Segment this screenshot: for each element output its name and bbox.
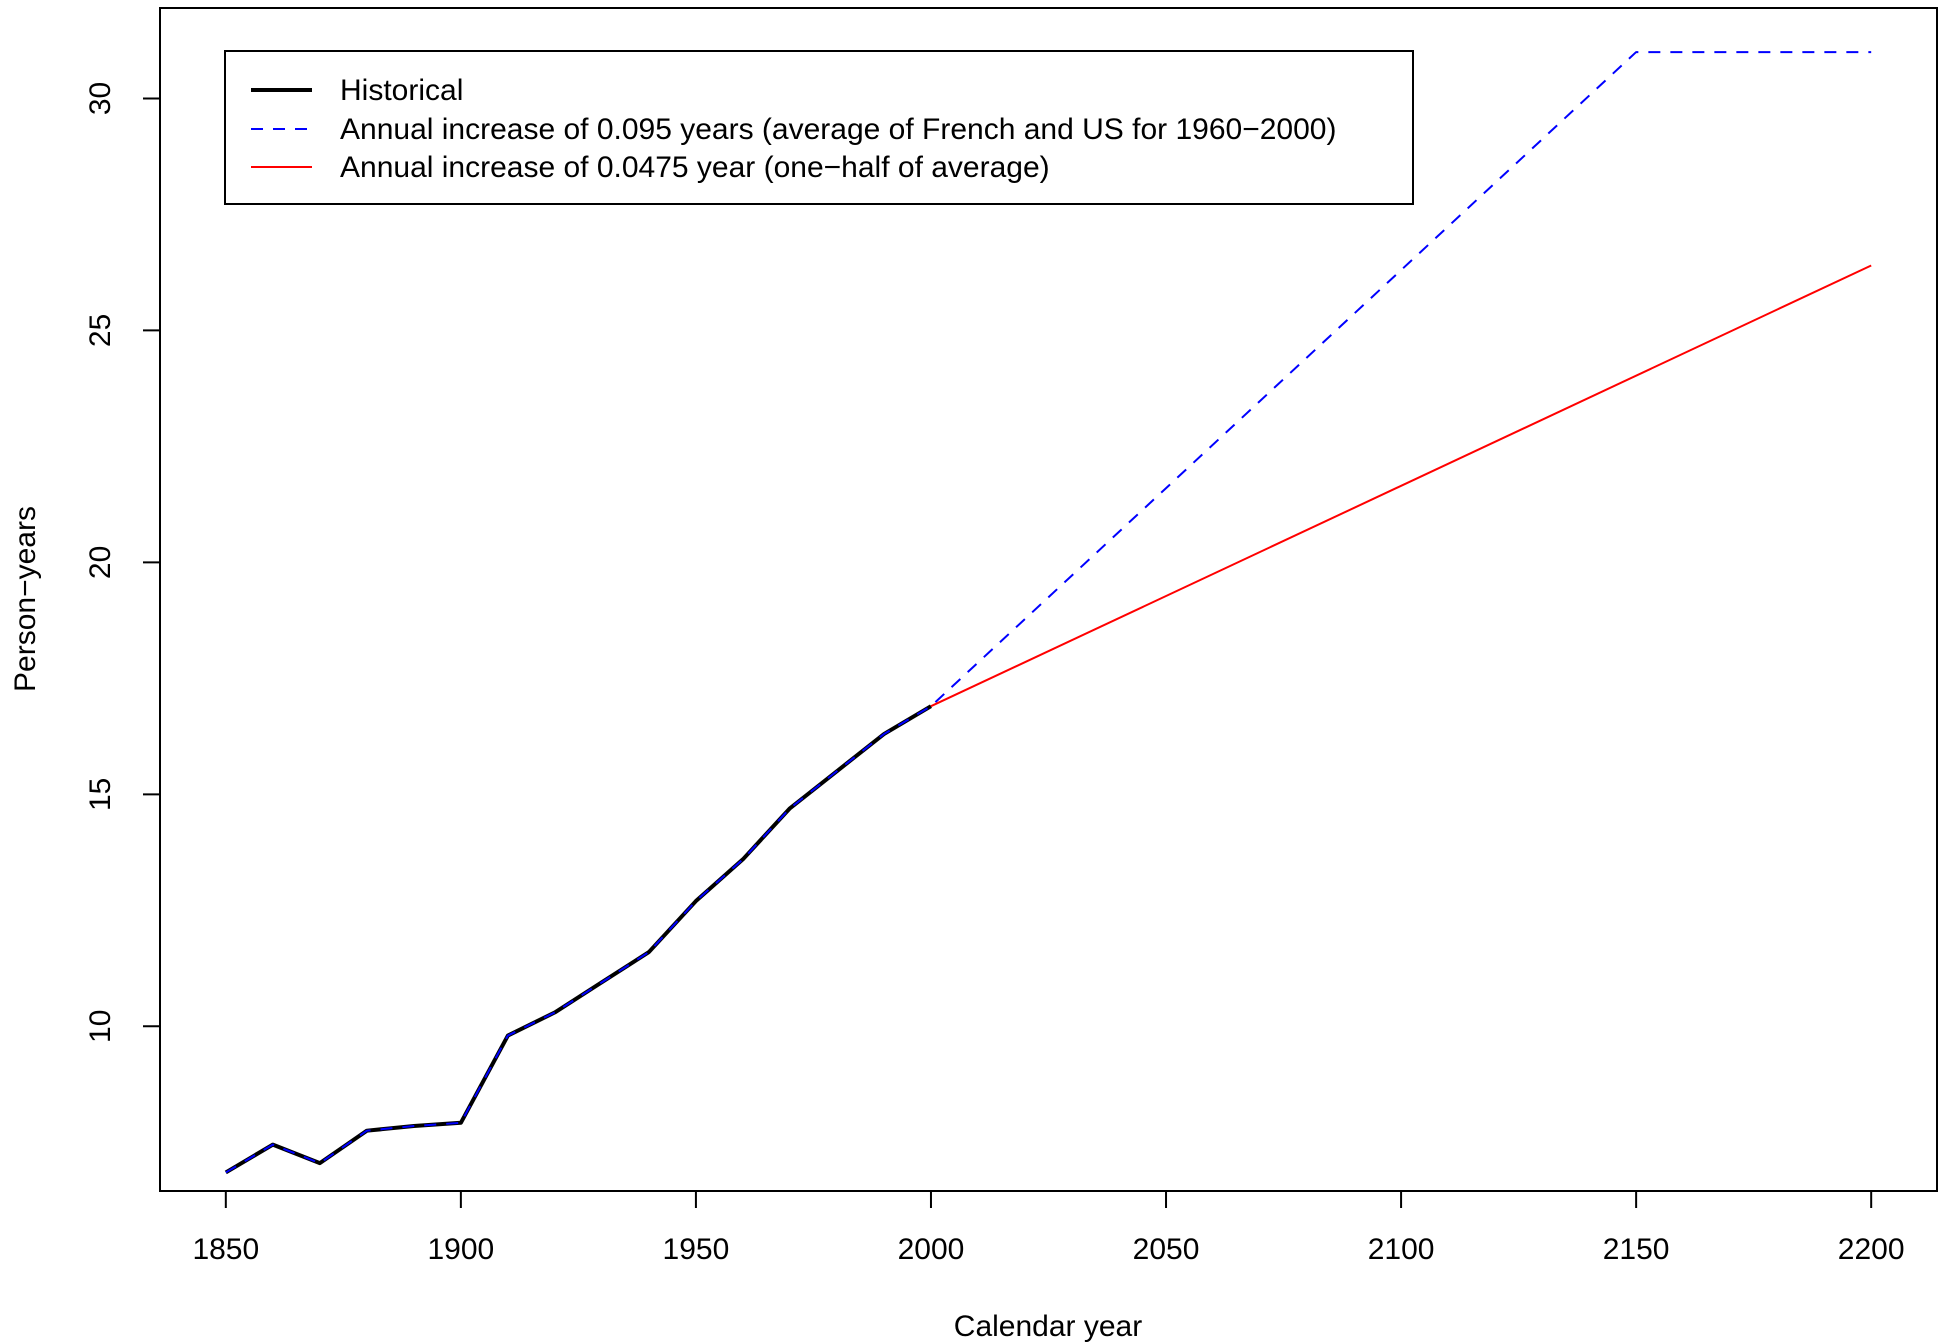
- legend-label-historical: Historical: [340, 74, 463, 107]
- y-tick-label: 20: [84, 546, 117, 579]
- x-tick-label: 2100: [1368, 1233, 1435, 1266]
- legend: Historical Annual increase of 0.095 year…: [224, 50, 1414, 205]
- series-historical: [224, 704, 932, 1175]
- y-tick-label: 30: [84, 82, 117, 115]
- x-tick-label: 1900: [427, 1233, 494, 1266]
- x-tick-label: 2200: [1838, 1233, 1905, 1266]
- y-tick-label: 15: [84, 778, 117, 811]
- y-tick-label: 25: [84, 314, 117, 347]
- y-tick-label: 10: [84, 1010, 117, 1043]
- x-tick-label: 2000: [898, 1233, 965, 1266]
- y-axis-title: Person−years: [9, 506, 42, 692]
- legend-label-annual-00475: Annual increase of 0.0475 year (one−half…: [340, 151, 1050, 184]
- x-tick-label: 2150: [1603, 1233, 1670, 1266]
- x-axis-title: Calendar year: [954, 1310, 1142, 1343]
- series-annual-00475: [930, 264, 1872, 708]
- legend-box: [224, 50, 1414, 205]
- legend-label-annual-0095: Annual increase of 0.095 years (average …: [340, 113, 1336, 146]
- y-axis: 10 15 20 25 30: [84, 82, 161, 1043]
- x-tick-label: 1850: [192, 1233, 259, 1266]
- x-axis: 1850 1900 1950 2000 2050 2100 2150 2200: [192, 1190, 1905, 1266]
- series-annual-0095: [225, 51, 1872, 1174]
- series-layer: [224, 51, 1872, 1175]
- x-tick-label: 1950: [663, 1233, 730, 1266]
- x-tick-label: 2050: [1133, 1233, 1200, 1266]
